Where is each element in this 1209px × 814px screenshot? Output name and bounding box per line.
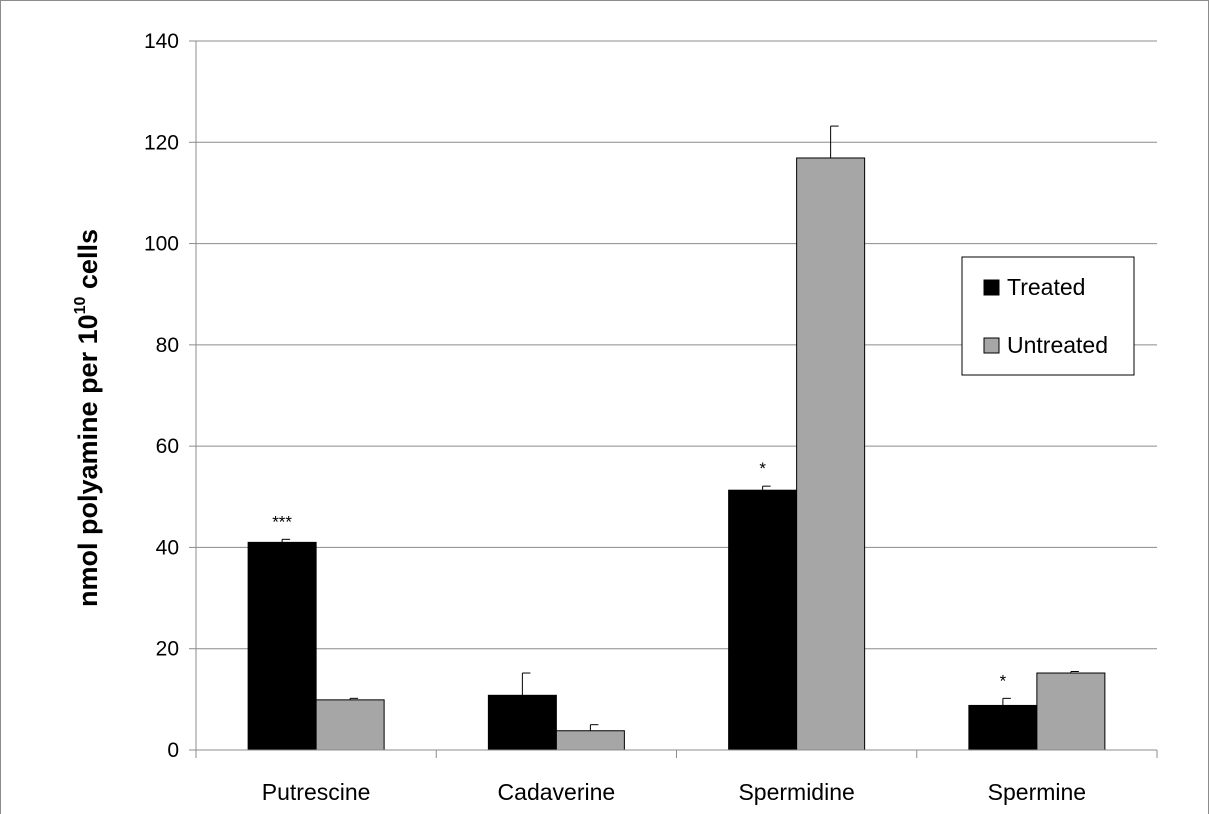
bar-treated-putrescine (247, 541, 317, 751)
bar-untreated-putrescine (315, 699, 385, 751)
bar-treated-spermine (968, 704, 1038, 751)
y-axis-title-end: cells (73, 229, 103, 297)
category-label-spermine: Spermine (988, 779, 1086, 805)
y-tick-label-140: 140 (144, 30, 179, 53)
category-labels: Putrescine Cadaverine Spermidine Spermine (262, 779, 1086, 805)
y-tick-label-80: 80 (156, 334, 179, 357)
bar-untreated-spermidine (796, 157, 866, 751)
significance-treated-spermidine: * (759, 459, 766, 478)
y-tick-label-100: 100 (144, 233, 179, 256)
category-label-putrescine: Putrescine (262, 779, 371, 805)
bars: ***** (247, 125, 1106, 751)
legend-label-untreated: Untreated (1007, 332, 1108, 358)
y-tick-label-60: 60 (156, 435, 179, 458)
y-tick-labels: 0 20 40 60 80 100 120 140 (144, 30, 179, 762)
category-label-cadaverine: Cadaverine (498, 779, 616, 805)
y-axis-title-superscript: 10 (72, 296, 89, 314)
y-tick-label-120: 120 (144, 131, 179, 154)
y-axis-title: nmol polyamine per 1010 cells (72, 229, 103, 607)
y-tick-label-20: 20 (156, 638, 179, 661)
significance-treated-spermine: * (1000, 671, 1007, 690)
legend: Treated Untreated (961, 256, 1135, 376)
bar-treated-spermidine (728, 489, 798, 751)
significance-treated-putrescine: *** (272, 512, 292, 531)
y-tick-label-0: 0 (167, 739, 179, 762)
bar-untreated-cadaverine (555, 730, 625, 751)
gridlines (196, 40, 1157, 650)
y-tick-label-40: 40 (156, 536, 179, 559)
legend-swatch-treated (983, 279, 1000, 296)
bar-untreated-spermine (1036, 672, 1106, 751)
legend-swatch-untreated (983, 337, 1000, 354)
bar-treated-cadaverine (487, 694, 557, 751)
legend-label-treated: Treated (1007, 274, 1085, 300)
axes (189, 40, 1158, 758)
category-label-spermidine: Spermidine (738, 779, 854, 805)
y-axis-title-main: nmol polyamine per 10 (73, 314, 103, 607)
legend-box (961, 256, 1135, 376)
